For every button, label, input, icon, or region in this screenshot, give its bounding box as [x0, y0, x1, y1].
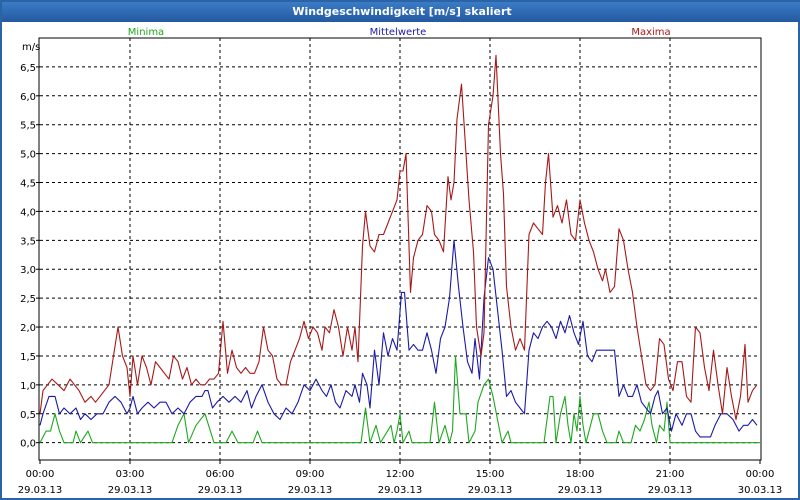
x-tick-date: 29.03.13 — [558, 485, 603, 496]
y-tick-label: 3,0 — [20, 265, 36, 276]
x-tick-date: 29.03.13 — [108, 485, 153, 496]
y-tick-label: 2,0 — [20, 323, 36, 334]
y-axis-label: m/s — [22, 42, 40, 53]
y-tick-label: 4,5 — [20, 179, 36, 190]
y-tick-label: 4,0 — [20, 207, 36, 218]
y-tick-label: 6,0 — [20, 92, 36, 103]
series-line — [39, 54, 758, 421]
x-tick-time: 00:00 — [26, 469, 55, 480]
chart-title: Windgeschwindigkeit [m/s] skaliert — [2, 2, 800, 22]
y-tick-label: 3,5 — [20, 236, 36, 247]
y-tick-label: 1,5 — [20, 352, 36, 363]
x-tick-date: 29.03.13 — [378, 485, 423, 496]
x-tick-time: 18:00 — [566, 469, 595, 480]
x-tick-time: 09:00 — [296, 469, 325, 480]
x-tick-time: 15:00 — [476, 469, 505, 480]
x-tick-date: 29.03.13 — [18, 485, 63, 496]
legend-entry: Mittelwerte — [370, 27, 427, 38]
series-line — [39, 239, 758, 438]
x-tick-date: 29.03.13 — [648, 485, 693, 496]
y-tick-label: 6,5 — [20, 63, 36, 74]
x-tick-time: 06:00 — [206, 469, 235, 480]
x-tick-date: 29.03.13 — [288, 485, 333, 496]
y-tick-label: 0,5 — [20, 410, 36, 421]
y-tick-label: 5,5 — [20, 121, 36, 132]
x-tick-date: 29.03.13 — [198, 485, 243, 496]
x-tick-time: 03:00 — [116, 469, 145, 480]
legend-entry: Minima — [128, 27, 164, 38]
series-line — [39, 355, 760, 444]
legend-entry: Maxima — [631, 27, 670, 38]
x-tick-date: 30.03.13 — [738, 485, 783, 496]
y-tick-label: 0,0 — [20, 439, 36, 450]
y-tick-label: 5,0 — [20, 150, 36, 161]
x-tick-time: 12:00 — [386, 469, 415, 480]
y-tick-label: 1,0 — [20, 381, 36, 392]
x-tick-date: 29.03.13 — [468, 485, 513, 496]
y-tick-label: 2,5 — [20, 294, 36, 305]
x-tick-time: 00:00 — [746, 469, 775, 480]
x-tick-time: 21:00 — [656, 469, 685, 480]
